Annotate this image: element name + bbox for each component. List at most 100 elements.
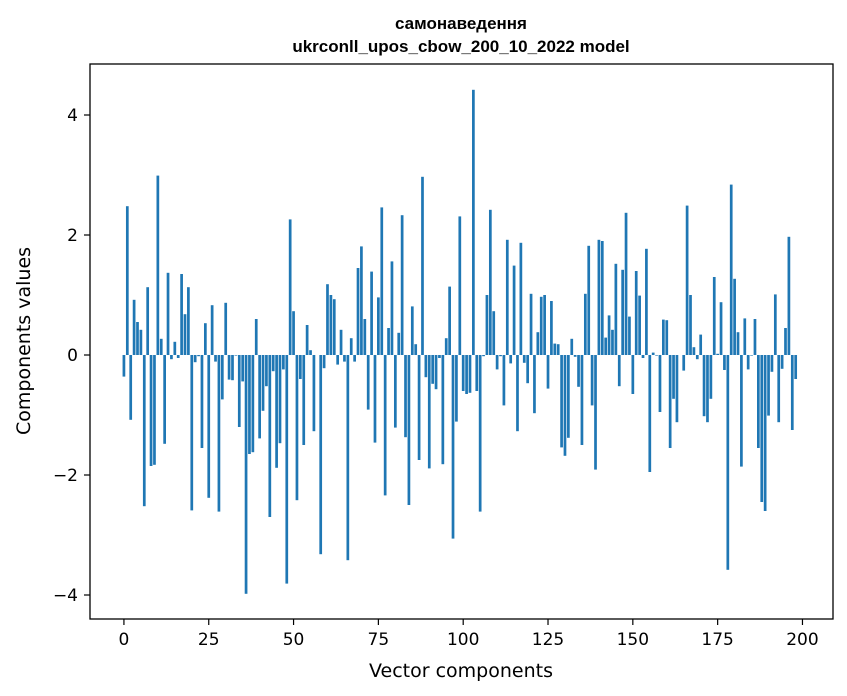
bar-153 xyxy=(641,355,645,358)
bar-118 xyxy=(522,355,526,363)
bar-121 xyxy=(533,355,536,414)
bar-52 xyxy=(298,355,302,379)
bar-135 xyxy=(580,355,584,445)
bar-83 xyxy=(404,355,407,438)
bar-56 xyxy=(312,355,316,432)
y-axis: −4 −2 0 2 4 xyxy=(53,106,90,606)
bar-150 xyxy=(631,355,635,394)
bar-162 xyxy=(672,355,675,399)
bar-39 xyxy=(254,319,258,355)
bar-142 xyxy=(604,337,608,355)
bar-47 xyxy=(282,355,285,370)
bar-0 xyxy=(122,355,126,377)
bar-68 xyxy=(353,355,356,362)
x-tick-label: 75 xyxy=(368,630,390,650)
bar-194 xyxy=(780,355,784,369)
bar-15 xyxy=(173,341,177,355)
bar-190 xyxy=(767,355,770,416)
bar-87 xyxy=(417,355,421,460)
bar-155 xyxy=(648,355,652,472)
bar-134 xyxy=(577,355,580,387)
bar-185 xyxy=(750,355,753,356)
bar-21 xyxy=(193,355,197,363)
bar-181 xyxy=(736,332,740,355)
bar-25 xyxy=(207,355,211,498)
bar-59 xyxy=(322,355,326,369)
bar-70 xyxy=(360,246,363,355)
bar-9 xyxy=(153,355,156,465)
bar-126 xyxy=(550,301,553,355)
bar-91 xyxy=(431,355,435,384)
bar-136 xyxy=(583,293,587,355)
bar-100 xyxy=(461,355,465,391)
x-axis: 0 25 50 75 100 125 150 175 200 xyxy=(119,619,819,650)
bar-143 xyxy=(607,315,611,355)
bar-23 xyxy=(200,355,204,448)
bar-34 xyxy=(237,355,241,427)
bar-45 xyxy=(275,355,278,468)
bar-1 xyxy=(125,206,129,355)
bar-27 xyxy=(214,355,217,362)
bar-75 xyxy=(377,297,380,355)
bar-108 xyxy=(488,209,492,355)
bar-128 xyxy=(556,344,560,355)
bar-133 xyxy=(573,355,577,357)
bar-69 xyxy=(356,268,360,355)
bar-147 xyxy=(621,269,625,355)
bar-176 xyxy=(719,302,723,355)
bar-119 xyxy=(526,355,530,384)
bar-178 xyxy=(726,355,730,570)
bar-167 xyxy=(689,295,692,355)
chart-subtitle: ukrconll_upos_cbow_200_10_2022 model xyxy=(292,37,629,56)
bar-188 xyxy=(760,355,764,502)
bar-157 xyxy=(655,355,658,356)
bar-7 xyxy=(146,287,150,355)
x-tick-label: 150 xyxy=(617,630,649,650)
bar-196 xyxy=(787,236,791,355)
bar-3 xyxy=(132,299,136,355)
bar-182 xyxy=(740,355,743,467)
bar-132 xyxy=(570,338,574,355)
bar-22 xyxy=(197,355,200,357)
bar-92 xyxy=(434,355,438,390)
bar-149 xyxy=(628,316,631,355)
x-tick-label: 125 xyxy=(532,630,564,650)
bar-165 xyxy=(682,355,686,371)
bar-72 xyxy=(366,355,370,410)
bar-195 xyxy=(784,328,787,355)
bar-61 xyxy=(329,295,333,355)
bar-141 xyxy=(600,241,604,355)
bar-159 xyxy=(662,319,665,355)
bar-166 xyxy=(685,205,689,355)
x-tick-label: 50 xyxy=(283,630,305,650)
bar-38 xyxy=(251,355,255,453)
bar-144 xyxy=(611,329,614,355)
bar-116 xyxy=(516,355,519,432)
x-tick-label: 200 xyxy=(786,630,818,650)
bar-79 xyxy=(390,261,394,355)
bar-148 xyxy=(624,212,628,355)
bar-139 xyxy=(594,355,597,470)
bar-99 xyxy=(458,216,462,355)
bar-103 xyxy=(472,89,475,356)
bar-129 xyxy=(560,355,563,448)
bar-106 xyxy=(482,355,485,357)
bar-163 xyxy=(675,355,679,423)
bar-80 xyxy=(393,355,397,428)
bar-63 xyxy=(336,355,340,365)
bar-30 xyxy=(224,302,228,355)
y-tick-label: −2 xyxy=(53,466,78,486)
bar-151 xyxy=(634,271,638,355)
bar-168 xyxy=(692,347,696,355)
bar-98 xyxy=(455,355,458,422)
bar-93 xyxy=(438,355,441,358)
bar-137 xyxy=(587,245,591,355)
x-tick-label: 100 xyxy=(447,630,479,650)
bar-130 xyxy=(563,355,567,456)
bar-97 xyxy=(451,355,455,539)
bar-86 xyxy=(414,344,418,355)
bar-140 xyxy=(597,239,601,355)
bar-16 xyxy=(176,355,180,358)
bar-90 xyxy=(427,355,431,469)
bar-160 xyxy=(665,320,669,355)
